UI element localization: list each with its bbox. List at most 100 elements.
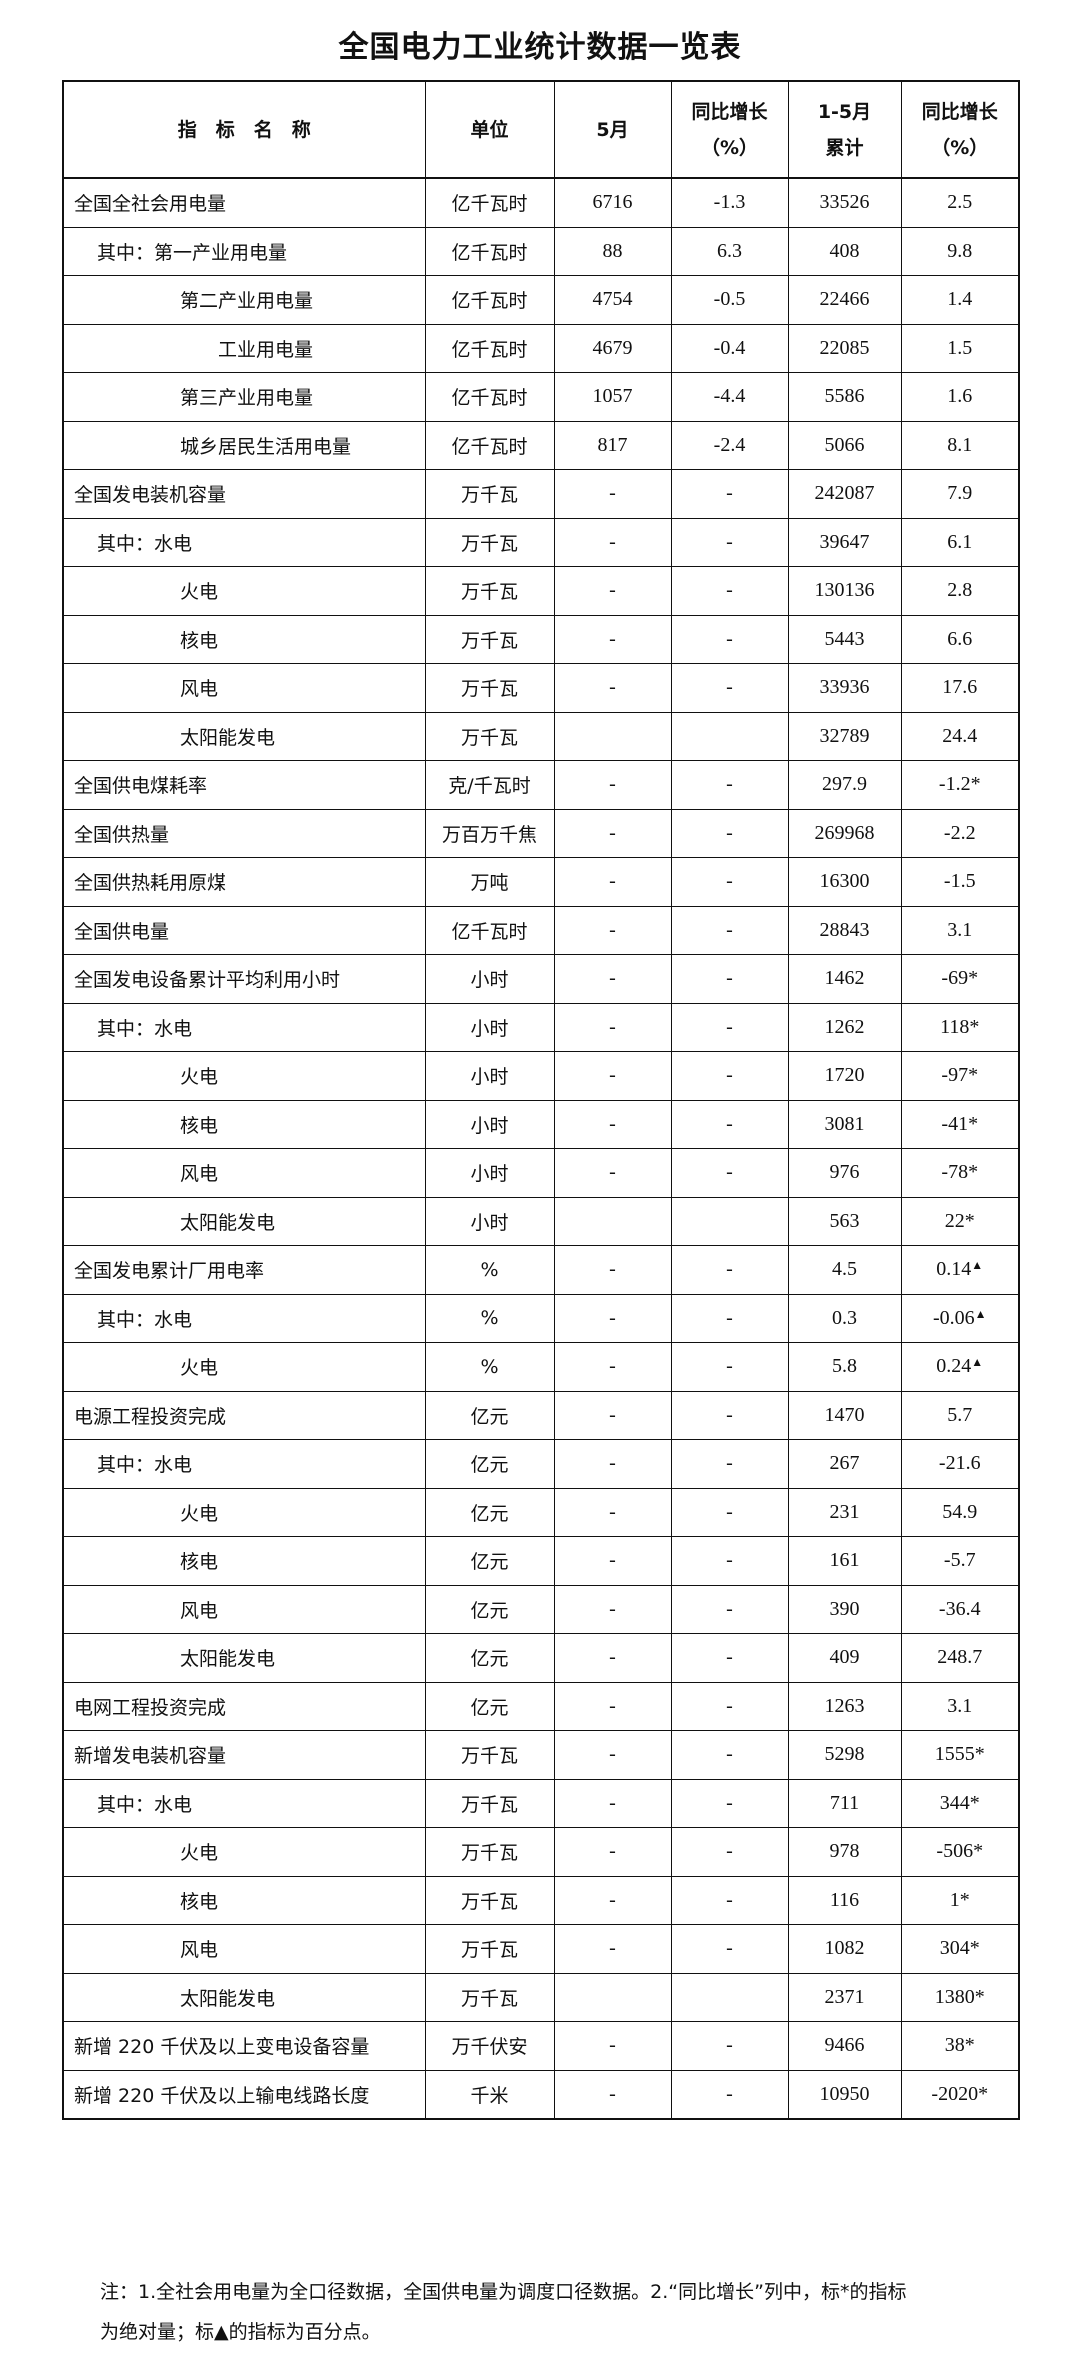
row-month: -: [553, 1439, 672, 1489]
header-unit: 单位: [424, 80, 555, 179]
row-cumulative-yoy: -69*: [900, 954, 1020, 1004]
row-month-yoy: -: [670, 1148, 789, 1198]
row-cumulative-yoy-text: 3.1: [947, 918, 973, 941]
row-cumulative-text: 269968: [814, 821, 875, 844]
row-cumulative-yoy-text: 1.4: [947, 288, 973, 311]
row-month: -: [553, 857, 672, 907]
row-month-yoy-text: -0.5: [713, 288, 746, 311]
row-month: -: [553, 1148, 672, 1198]
header-cumulative-yoy: 同比增长 （%）: [900, 80, 1020, 179]
row-name-text: 火电: [180, 1066, 219, 1089]
row-month: -: [553, 1730, 672, 1780]
row-month: -: [553, 1875, 672, 1925]
row-month-yoy-text: -: [726, 1452, 733, 1475]
row-cumulative-yoy-text: 1380*: [934, 1985, 985, 2008]
table-row: 城乡居民生活用电量 亿千瓦时 817 -2.4 5066 8.1: [62, 420, 1020, 470]
row-unit: 千米: [424, 2069, 555, 2120]
row-month-yoy: -: [670, 2069, 789, 2120]
row-cumulative-text: 5586: [824, 385, 865, 408]
row-cumulative-text: 231: [829, 1500, 860, 1523]
percentage-point-mark-icon: ▲: [971, 1355, 984, 1370]
row-month-text: -: [609, 1937, 616, 1960]
row-month-yoy: -: [670, 1051, 789, 1101]
row-month-yoy: -0.5: [670, 275, 789, 325]
row-unit: 小时: [424, 1051, 555, 1101]
row-month-text: -: [609, 1355, 616, 1378]
row-name-text: 电源工程投资完成: [74, 1405, 227, 1428]
row-unit: 小时: [424, 954, 555, 1004]
row-unit-text: 小时: [470, 1066, 509, 1089]
row-name-text: 全国发电装机容量: [74, 484, 227, 507]
row-unit-text: 万千瓦: [460, 629, 518, 652]
row-cumulative-text: 5.8: [832, 1355, 857, 1378]
row-cumulative-text: 32789: [819, 724, 870, 747]
row-cumulative-text: 22085: [819, 336, 870, 359]
row-cumulative-text: 1262: [824, 1015, 865, 1038]
row-unit-text: 小时: [470, 1114, 509, 1137]
row-name-text: 全国供电煤耗率: [74, 775, 208, 798]
header-name: 指 标 名 称: [62, 80, 426, 179]
row-cumulative-text: 16300: [819, 870, 870, 893]
row-name: 工业用电量: [62, 323, 426, 373]
row-cumulative-text: 390: [829, 1597, 860, 1620]
row-month-yoy: -2.4: [670, 420, 789, 470]
row-cumulative: 28843: [787, 905, 902, 955]
row-month-yoy: -: [670, 2021, 789, 2071]
row-month-text: -: [609, 1306, 616, 1329]
row-cumulative: 3081: [787, 1099, 902, 1149]
table-row: 新增 220 千伏及以上输电线路长度 千米 - - 10950 -2020*: [62, 2069, 1020, 2120]
row-cumulative-yoy: -2020*: [900, 2069, 1020, 2120]
table-row: 全国全社会用电量 亿千瓦时 6716 -1.3 33526 2.5: [62, 177, 1020, 228]
row-month-yoy-text: -: [726, 1015, 733, 1038]
row-month-yoy: -: [670, 566, 789, 616]
row-name: 太阳能发电: [62, 1972, 426, 2022]
row-unit: 小时: [424, 1099, 555, 1149]
page-title: 全国电力工业统计数据一览表: [338, 30, 742, 65]
table-row: 其中：水电 万千瓦 - - 39647 6.1: [62, 517, 1020, 567]
row-month-text: -: [609, 1064, 616, 1087]
row-cumulative-text: 116: [829, 1888, 860, 1911]
row-month-text: -: [609, 627, 616, 650]
row-unit: 万千瓦: [424, 711, 555, 761]
row-name-text: 核电: [180, 1114, 219, 1137]
row-name-text: 全国供电量: [74, 920, 170, 943]
row-unit: 亿千瓦时: [424, 323, 555, 373]
row-month-yoy: 6.3: [670, 226, 789, 276]
row-cumulative-yoy: 9.8: [900, 226, 1020, 276]
row-cumulative-yoy: 1.6: [900, 372, 1020, 422]
row-unit: %: [424, 1342, 555, 1392]
row-unit-text: 亿元: [470, 1696, 509, 1719]
row-cumulative-yoy: -5.7: [900, 1536, 1020, 1586]
row-name-text: 新增发电装机容量: [74, 1745, 227, 1768]
row-cumulative-text: 28843: [819, 918, 870, 941]
row-name: 全国供电量: [62, 905, 426, 955]
row-month-yoy: -: [670, 1245, 789, 1295]
row-month-yoy-text: -: [726, 1064, 733, 1087]
header-month: 5月: [553, 80, 672, 179]
row-month: 6716: [553, 177, 672, 228]
row-name: 电网工程投资完成: [62, 1681, 426, 1731]
table-row: 全国供热耗用原煤 万吨 - - 16300 -1.5: [62, 857, 1020, 907]
row-month-yoy-text: -: [726, 1403, 733, 1426]
row-month-yoy-text: -: [726, 1743, 733, 1766]
row-cumulative-yoy: 1.4: [900, 275, 1020, 325]
row-cumulative-yoy-text: 2.5: [947, 191, 973, 214]
row-month-yoy-text: -: [726, 1161, 733, 1184]
row-cumulative: 1462: [787, 954, 902, 1004]
row-month: -: [553, 808, 672, 858]
row-month: -: [553, 517, 672, 567]
table-row: 风电 小时 - - 976 -78*: [62, 1148, 1020, 1198]
statistics-table: 指 标 名 称 单位 5月 同比增长 （%） 1-5月 累计 同比增长 （%） …: [62, 80, 1020, 2120]
row-unit: 万千瓦: [424, 1730, 555, 1780]
row-name: 其中：水电: [62, 1778, 426, 1828]
percentage-point-mark-icon: ▲: [974, 1306, 987, 1321]
row-month: -: [553, 566, 672, 616]
row-unit: 亿元: [424, 1536, 555, 1586]
row-unit-text: %: [480, 1355, 499, 1378]
row-unit-text: 小时: [470, 1211, 509, 1234]
table-row: 全国发电装机容量 万千瓦 - - 242087 7.9: [62, 469, 1020, 519]
row-cumulative-text: 3081: [824, 1112, 865, 1135]
row-month-text: -: [609, 1646, 616, 1669]
row-month-yoy-text: -: [726, 821, 733, 844]
row-unit-text: 小时: [470, 969, 509, 992]
